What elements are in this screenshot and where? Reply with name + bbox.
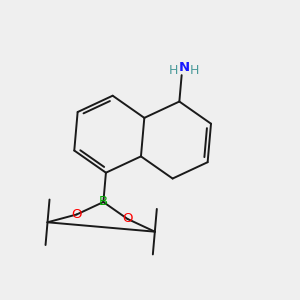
Text: H: H [190,64,199,77]
Text: B: B [99,195,108,208]
Text: O: O [122,212,133,225]
Text: H: H [169,64,178,77]
Text: N: N [179,61,190,74]
Text: O: O [71,208,82,221]
